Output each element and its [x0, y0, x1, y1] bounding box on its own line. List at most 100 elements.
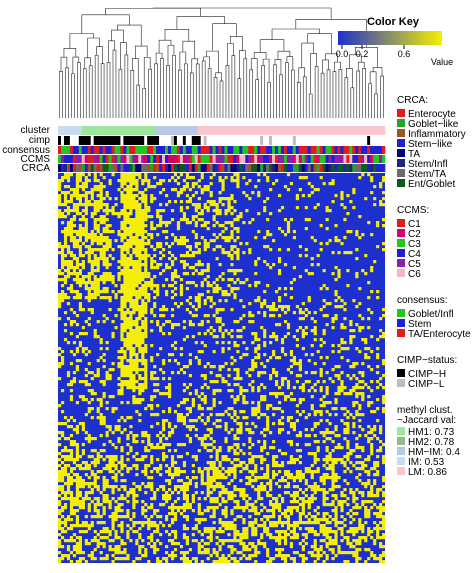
heatmap-cell [209, 332, 213, 336]
annotation-cell [298, 164, 303, 172]
heatmap-cell [132, 290, 136, 294]
heatmap-cell [209, 461, 213, 465]
heatmap-cell [248, 368, 252, 372]
heatmap-cell [286, 461, 291, 465]
heatmap-cell [343, 461, 347, 465]
heatmap-cell [58, 305, 62, 309]
heatmap-cell [176, 275, 181, 279]
heatmap-cell [185, 287, 189, 291]
heatmap-cell [212, 203, 216, 207]
annotation-cell [99, 155, 103, 163]
heatmap-cell [325, 386, 329, 390]
heatmap-cell [117, 383, 121, 387]
heatmap-cell [275, 179, 279, 183]
heatmap-cell [361, 491, 365, 495]
heatmap-cell [78, 476, 82, 480]
heatmap-cell [298, 518, 302, 522]
heatmap-cell [212, 224, 216, 228]
heatmap-cell [334, 266, 338, 270]
heatmap-cell [75, 446, 80, 450]
heatmap-cell [153, 227, 157, 231]
heatmap-cell [69, 449, 74, 453]
heatmap-cell [126, 248, 130, 252]
heatmap-cell [328, 521, 332, 525]
heatmap-cell [304, 494, 308, 498]
heatmap-cell [93, 209, 97, 213]
annotation-cell [289, 155, 294, 163]
heatmap-cell [254, 512, 258, 516]
heatmap-cell [212, 173, 216, 177]
heatmap-cell [93, 218, 97, 222]
heatmap-cell [87, 527, 91, 531]
heatmap-cell [120, 326, 124, 330]
heatmap-cell [179, 242, 184, 246]
heatmap-cell [72, 467, 77, 471]
heatmap-cell [96, 206, 100, 210]
annotation-cell [63, 155, 68, 163]
heatmap-cell [373, 185, 377, 189]
heatmap-cell [167, 470, 172, 474]
heatmap-cell [58, 215, 62, 219]
heatmap-cell [212, 281, 216, 285]
heatmap-cell [102, 392, 106, 396]
heatmap-cell [322, 299, 326, 303]
heatmap-cell [272, 332, 276, 336]
heatmap-cell [298, 365, 302, 369]
heatmap-cell [191, 425, 195, 429]
heatmap-cell [159, 179, 163, 183]
heatmap-cell [132, 434, 136, 438]
annotation-cell [84, 146, 89, 154]
heatmap-cell [182, 365, 187, 369]
heatmap-cell [379, 515, 383, 519]
heatmap-cell [328, 401, 332, 405]
heatmap-cell [135, 500, 139, 504]
heatmap-cell [126, 332, 130, 336]
heatmap-cell [78, 263, 82, 267]
heatmap-cell [215, 311, 219, 315]
heatmap-cell [373, 260, 377, 264]
heatmap-cell [224, 437, 228, 441]
heatmap-cell [239, 386, 243, 390]
heatmap-cell [248, 302, 252, 306]
heatmap-cell [355, 443, 359, 447]
heatmap-cell [248, 482, 252, 486]
heatmap-cell [289, 365, 294, 369]
heatmap-cell [233, 377, 237, 381]
heatmap-cell [337, 386, 341, 390]
heatmap-cell [135, 371, 139, 375]
heatmap-cell [138, 212, 142, 216]
heatmap-cell [99, 449, 103, 453]
heatmap-cell [230, 278, 234, 282]
heatmap-cell [373, 473, 377, 477]
heatmap-cell [233, 218, 237, 222]
heatmap-cell [248, 524, 252, 528]
heatmap-cell [310, 470, 314, 474]
heatmap-cell [316, 380, 320, 384]
heatmap-cell [200, 191, 204, 195]
heatmap-cell [123, 233, 127, 237]
heatmap-cell [260, 455, 264, 459]
heatmap-cell [156, 443, 160, 447]
heatmap-cell [218, 176, 222, 180]
heatmap-cell [81, 347, 85, 351]
heatmap-cell [60, 422, 65, 426]
annotation-cell [224, 146, 228, 154]
heatmap-cell [111, 431, 115, 435]
heatmap-cell [379, 200, 383, 204]
heatmap-cell [310, 485, 314, 489]
heatmap-cell [266, 527, 270, 531]
annotation-cell [310, 164, 314, 172]
heatmap-cell [263, 386, 267, 390]
heatmap-cell [349, 320, 353, 324]
heatmap-cell [248, 320, 252, 324]
heatmap-cell [218, 449, 222, 453]
heatmap-cell [135, 188, 139, 192]
heatmap-cell [75, 521, 80, 525]
heatmap-cell [328, 476, 332, 480]
heatmap-cell [114, 518, 118, 522]
heatmap-cell [266, 245, 270, 249]
heatmap-cell [292, 398, 297, 402]
heatmap-cell [310, 272, 314, 276]
heatmap-cell [96, 242, 100, 246]
heatmap-cell [81, 260, 85, 264]
